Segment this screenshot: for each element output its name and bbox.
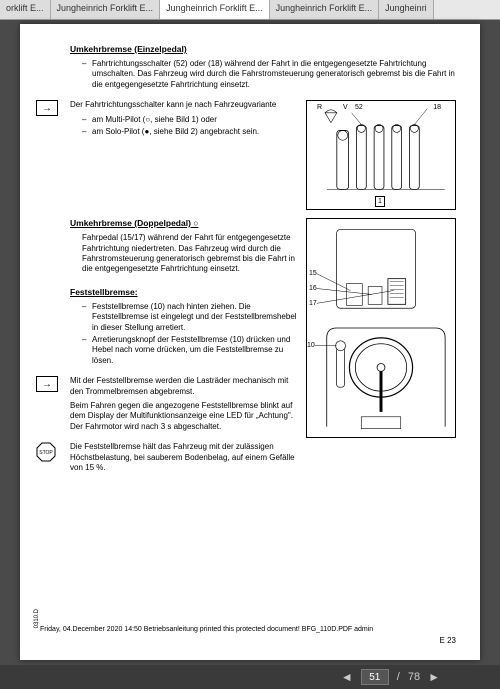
text-s2-intro: Der Fahrtrichtungsschalter kann je nach … bbox=[70, 100, 298, 110]
text-s5-p1: Mit der Feststellbremse werden die Lastr… bbox=[70, 376, 298, 397]
tab-3[interactable]: Jungheinrich Forklift E... bbox=[270, 0, 380, 19]
footer-text: Friday, 04.December 2020 14:50 Betriebsa… bbox=[40, 625, 373, 634]
pdf-viewer: Umkehrbremse (Einzelpedal) – Fahrtrichtu… bbox=[0, 20, 500, 665]
page-total: 78 bbox=[408, 671, 420, 683]
pdf-page: Umkehrbremse (Einzelpedal) – Fahrtrichtu… bbox=[20, 24, 480, 660]
text-s4-b2: Arretierungsknopf der Feststellbremse (1… bbox=[92, 335, 298, 366]
heading-umkehr-einzel: Umkehrbremse (Einzelpedal) bbox=[70, 44, 456, 55]
fig2-17: 17 bbox=[309, 299, 317, 308]
text-s5-p2: Beim Fahren gegen die angezogene Festste… bbox=[70, 401, 298, 432]
text-s1-b1: Fahrtrichtungsschalter (52) oder (18) wä… bbox=[92, 59, 456, 90]
tab-2[interactable]: Jungheinrich Forklift E... bbox=[160, 0, 270, 19]
heading-umkehr-doppel: Umkehrbremse (Doppelpedal) ○ bbox=[70, 218, 298, 229]
page-number-e: E 23 bbox=[440, 636, 456, 646]
tab-0[interactable]: orklift E... bbox=[0, 0, 51, 19]
nav-prev-icon[interactable]: ◄ bbox=[341, 670, 353, 684]
figure-2: 15 16 17 10 bbox=[306, 218, 456, 438]
bottom-toolbar: ◄ / 78 ► bbox=[0, 665, 500, 689]
svg-text:STOP: STOP bbox=[39, 450, 53, 456]
page-number-input[interactable] bbox=[361, 669, 389, 685]
figure-1: R V 52 18 1 bbox=[306, 100, 456, 210]
fig2-16: 16 bbox=[309, 284, 317, 293]
fig1-52: 52 bbox=[355, 103, 363, 112]
fig2-15: 15 bbox=[309, 269, 317, 278]
fig1-num: 1 bbox=[375, 196, 385, 207]
fig1-v: V bbox=[343, 103, 348, 112]
fig1-r: R bbox=[317, 103, 322, 112]
tab-1[interactable]: Jungheinrich Forklift E... bbox=[51, 0, 161, 19]
arrow-icon-2: → bbox=[36, 376, 58, 392]
tab-4[interactable]: Jungheinri bbox=[379, 0, 434, 19]
page-sep: / bbox=[397, 671, 400, 683]
text-s3-p1: Fahrpedal (15/17) während der Fahrt für … bbox=[82, 233, 298, 275]
nav-next-icon[interactable]: ► bbox=[428, 670, 440, 684]
bullet-dash: – bbox=[82, 59, 92, 90]
arrow-icon: → bbox=[36, 100, 58, 116]
text-s2-b1: am Multi-Pilot (○, siehe Bild 1) oder bbox=[92, 115, 298, 125]
tab-bar: orklift E... Jungheinrich Forklift E... … bbox=[0, 0, 500, 20]
fig1-18: 18 bbox=[433, 103, 441, 112]
text-s6-p1: Die Feststellbremse hält das Fahrzeug mi… bbox=[70, 442, 298, 473]
heading-feststell: Feststellbremse: bbox=[70, 287, 298, 298]
stop-icon: STOP bbox=[36, 442, 56, 462]
fig2-10: 10 bbox=[307, 341, 315, 350]
text-s4-b1: Feststellbremse (10) nach hinten ziehen.… bbox=[92, 302, 298, 333]
text-s2-b2: am Solo-Pilot (●, siehe Bild 2) angebrac… bbox=[92, 127, 298, 137]
